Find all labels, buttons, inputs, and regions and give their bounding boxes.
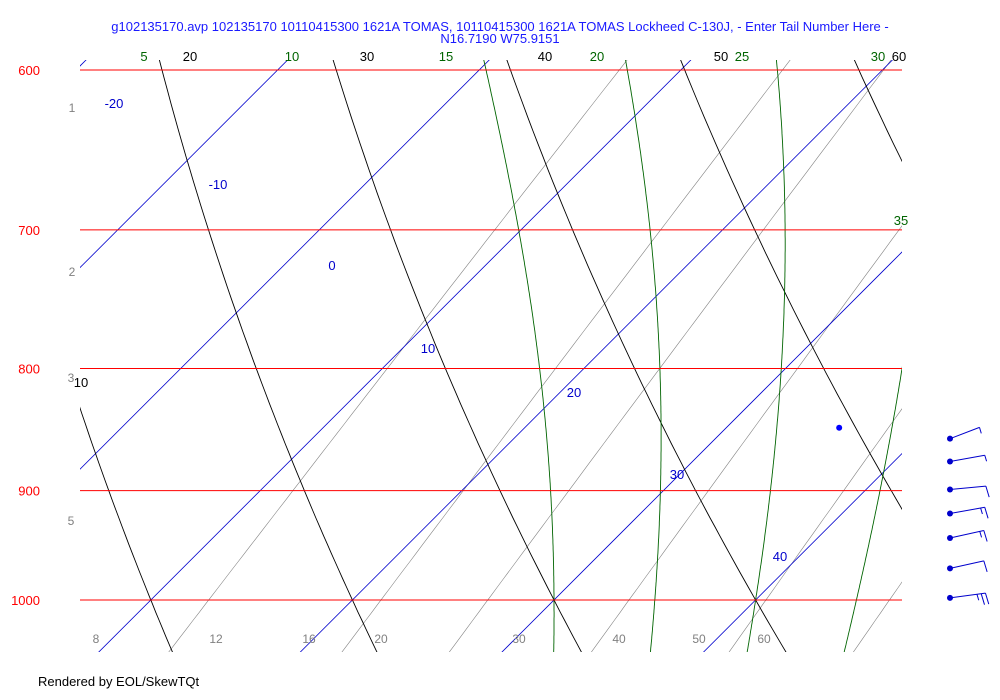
isotherm-line	[501, 251, 902, 652]
mixing-ratio-label: 30	[512, 632, 526, 646]
moist-adiabat-label: 5	[140, 49, 147, 64]
isotherm-line	[299, 60, 893, 652]
mixing-ratio-label: 20	[374, 632, 388, 646]
mixing-ratio-label: 2	[69, 265, 76, 279]
wind-barb-flag	[980, 507, 983, 515]
wind-barb	[947, 454, 988, 465]
mixing-ratio-label: 50	[692, 632, 706, 646]
dewpoint-point	[836, 424, 843, 431]
moist-adiabat-line	[483, 60, 555, 652]
wind-barb-flag	[984, 592, 990, 605]
mixing-ratio-line	[448, 60, 892, 652]
moist-adiabat-label: 25	[735, 49, 749, 64]
wind-barb-flag	[980, 593, 985, 605]
wind-barb	[947, 529, 988, 542]
dry-adiabat-line	[853, 60, 902, 163]
wind-barb-staff	[949, 529, 984, 539]
isotherm-label: 0	[328, 258, 335, 273]
wind-barb	[947, 426, 982, 442]
isotherm-label: -20	[105, 96, 124, 111]
wind-barb-flag	[983, 530, 988, 542]
isotherm-line	[703, 453, 902, 652]
mixing-ratio-label: 16	[302, 632, 316, 646]
chart-subtitle-location: N16.7190 W75.9151	[440, 31, 560, 46]
mixing-ratio-label: 40	[612, 632, 626, 646]
dry-adiabat-label: 60	[892, 49, 906, 64]
wind-barb-flag	[976, 594, 980, 601]
moist-adiabat-line	[625, 60, 662, 652]
dry-adiabat-line	[332, 60, 582, 652]
mixing-ratio-line	[341, 60, 791, 652]
isobar-lines	[80, 69, 902, 601]
isotherm-label: 40	[773, 549, 787, 564]
mixing-ratio-line	[168, 60, 628, 652]
mixing-ratio-line	[591, 225, 902, 652]
axis-labels: 600 700 800 900 1000 -20 -10 0 10 20 30 40 10 20 30 40 5…	[11, 49, 908, 646]
wind-barb	[947, 592, 990, 605]
dry-adiabat-label: 20	[183, 49, 197, 64]
isotherm-label: 20	[567, 385, 581, 400]
dry-adiabat-label: 10	[74, 375, 88, 390]
mixing-ratio-label: 8	[93, 632, 100, 646]
moist-adiabat-label: 15	[439, 49, 453, 64]
mixing-ratio-label: 5	[68, 514, 75, 528]
grid-lines	[80, 60, 902, 652]
wind-barb-staff	[949, 592, 986, 599]
isotherm-label: 30	[670, 467, 684, 482]
wind-barb-flag	[979, 531, 983, 538]
wind-barb-flag	[984, 455, 988, 462]
moist-adiabat-line	[746, 60, 786, 652]
moist-adiabat-label: 10	[285, 49, 299, 64]
isobar-label: 1000	[11, 593, 40, 608]
isotherm-line	[98, 60, 692, 652]
mixing-ratio-label: 1	[69, 101, 76, 115]
chart-title: g102135170.avp 102135170 10110415300 162…	[111, 19, 889, 34]
wind-barb-staff	[949, 426, 980, 440]
footer-credit: Rendered by EOL/SkewTQt	[38, 674, 200, 689]
moist-adiabat-label: 30	[871, 49, 885, 64]
wind-barb-flag	[984, 507, 989, 519]
moist-adiabat-label: 35	[894, 213, 908, 228]
mixing-ratio-line	[853, 581, 902, 652]
isobar-label: 800	[18, 361, 40, 376]
isobar-label: 600	[18, 63, 40, 78]
isotherm-line	[80, 60, 289, 269]
wind-barb	[947, 506, 989, 519]
isotherm-line	[80, 60, 87, 67]
isotherm-label: -10	[209, 177, 228, 192]
wind-barb-staff	[949, 560, 984, 569]
wind-barb-flag	[979, 427, 982, 434]
isobar-label: 700	[18, 223, 40, 238]
dry-adiabat-line	[158, 60, 378, 652]
sounding-traces	[836, 424, 843, 431]
wind-barb-staff	[949, 454, 985, 462]
isobar-label: 900	[18, 484, 40, 499]
wind-barb-staff	[949, 485, 986, 491]
dry-adiabat-label: 30	[360, 49, 374, 64]
dry-adiabat-line	[680, 60, 902, 511]
isotherm-line	[80, 60, 490, 470]
dry-adiabat-label: 50	[714, 49, 728, 64]
dry-adiabat-line	[80, 406, 173, 652]
moist-adiabat-label: 20	[590, 49, 604, 64]
dry-adiabat-label: 40	[538, 49, 552, 64]
mixing-ratio-label: 12	[209, 632, 223, 646]
isotherm-label: 10	[421, 341, 435, 356]
mixing-ratio-line	[728, 408, 902, 652]
wind-barb	[947, 560, 988, 573]
wind-barbs	[947, 426, 990, 605]
wind-barb-flag	[983, 560, 988, 573]
wind-barb	[947, 485, 990, 498]
mixing-ratio-label: 3	[68, 371, 75, 385]
moist-adiabat-line	[843, 366, 902, 652]
dry-adiabat-line	[506, 60, 787, 652]
wind-barb-flag	[985, 485, 990, 498]
wind-barb-staff	[949, 506, 985, 514]
mixing-ratio-label: 60	[757, 632, 771, 646]
